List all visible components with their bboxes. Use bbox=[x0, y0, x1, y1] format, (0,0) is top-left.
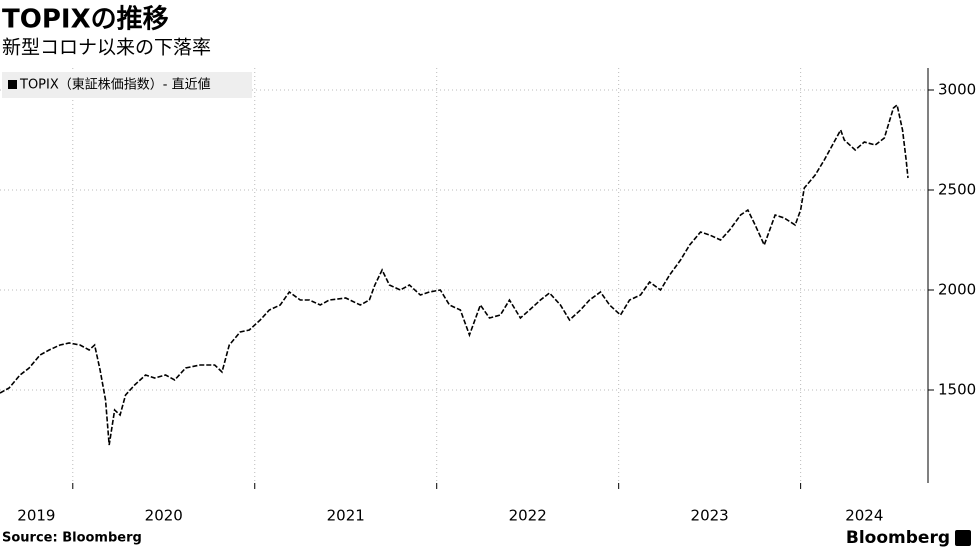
data-line bbox=[0, 103, 909, 446]
y-tick-label: 2000 bbox=[938, 281, 976, 299]
y-tick-label: 3000 bbox=[938, 81, 976, 99]
chart-title: TOPIXの推移 bbox=[2, 5, 169, 35]
legend-label: TOPIX（東証株価指数）- 直近値 bbox=[19, 77, 211, 93]
x-tick-label: 2019 bbox=[17, 507, 55, 525]
x-tick-label: 2022 bbox=[509, 507, 547, 525]
brand-icon bbox=[955, 530, 971, 546]
x-tick-label: 2021 bbox=[327, 507, 365, 525]
brand: Bloomberg bbox=[846, 528, 950, 548]
chart-subtitle: 新型コロナ以来の下落率 bbox=[2, 37, 211, 59]
legend-box bbox=[2, 72, 252, 98]
legend-swatch bbox=[8, 80, 17, 89]
x-tick-label: 2023 bbox=[691, 507, 729, 525]
y-tick-label: 2500 bbox=[938, 181, 976, 199]
y-tick-label: 1500 bbox=[938, 381, 976, 399]
x-tick-label: 2024 bbox=[845, 507, 883, 525]
x-tick-label: 2020 bbox=[145, 507, 183, 525]
source: Source: Bloomberg bbox=[2, 531, 142, 546]
